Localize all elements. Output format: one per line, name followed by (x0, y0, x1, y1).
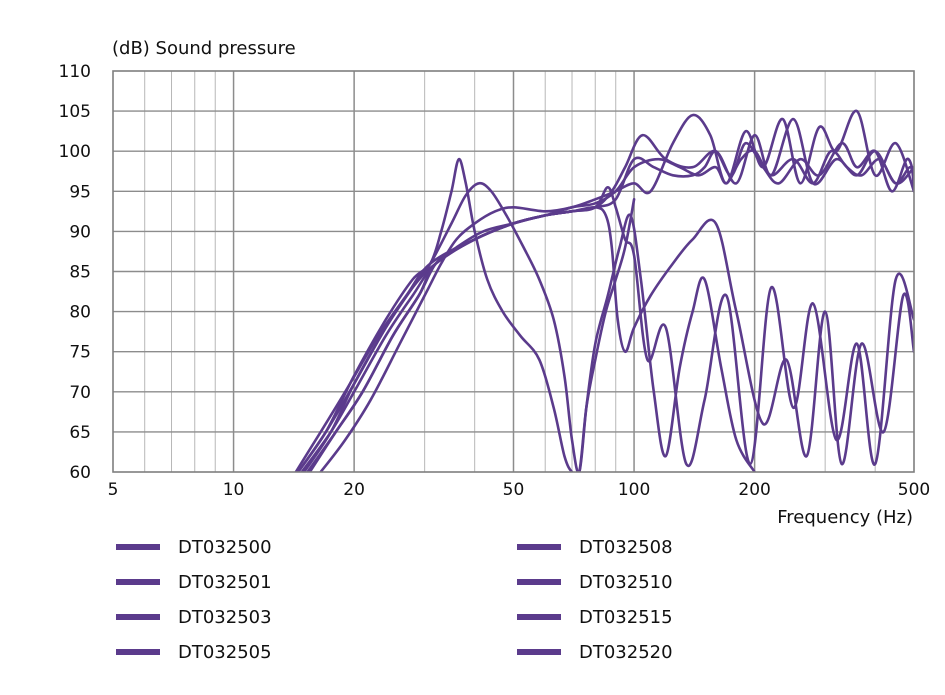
y-tick-label: 65 (69, 423, 91, 443)
x-tick-label: 5 (108, 480, 119, 500)
legend-swatch (517, 649, 561, 655)
series-line-DT032510 (302, 181, 756, 472)
y-tick-label: 105 (59, 102, 91, 122)
legend-label: DT032508 (579, 537, 673, 558)
legend-label: DT032515 (579, 607, 673, 628)
y-tick-label: 75 (69, 343, 91, 363)
legend-label: DT032500 (178, 537, 272, 558)
y-tick-label: 70 (69, 383, 91, 403)
series-line-DT032520 (294, 186, 914, 472)
legend-swatch (517, 579, 561, 585)
x-axis-title: Frequency (Hz) (777, 507, 913, 528)
y-tick-label: 100 (59, 142, 91, 162)
series-layer (294, 109, 914, 472)
legend-label: DT032505 (178, 642, 272, 663)
x-tick-label: 500 (898, 480, 930, 500)
y-tick-label: 60 (69, 463, 91, 483)
legend-item: DT032515 (517, 607, 673, 628)
y-tick-label: 90 (69, 222, 91, 242)
y-tick-label: 110 (59, 62, 91, 82)
legend-label: DT032501 (178, 572, 272, 593)
legend-swatch (116, 544, 160, 550)
legend-item: DT032501 (116, 572, 272, 593)
tick-label-layer: 5 10 20 50 100 200 500 60 65 70 75 80 85 90 95 100 105 11… (59, 62, 931, 500)
x-tick-label: 20 (343, 480, 365, 500)
y-axis-title: (dB) Sound pressure (112, 38, 296, 59)
grid-layer (113, 71, 914, 472)
series-line-DT032508 (296, 157, 636, 472)
series-line-DT032505 (319, 109, 914, 472)
legend-item: DT032500 (116, 537, 272, 558)
legend-swatch (116, 579, 160, 585)
legend-label: DT032520 (579, 642, 673, 663)
legend-swatch (116, 614, 160, 620)
y-tick-label: 85 (69, 263, 91, 283)
legend-label: DT032503 (178, 607, 272, 628)
x-tick-label: 100 (618, 480, 650, 500)
x-tick-label: 50 (503, 480, 525, 500)
x-tick-label: 10 (223, 480, 245, 500)
legend-item: DT032503 (116, 607, 272, 628)
legend-item: DT032505 (116, 642, 272, 663)
legend-label: DT032510 (579, 572, 673, 593)
legend-swatch (517, 614, 561, 620)
legend: DT032500 DT032501 DT032503 DT032505 DT032508… (116, 537, 673, 663)
x-tick-label: 200 (738, 480, 770, 500)
legend-item: DT032510 (517, 572, 673, 593)
y-tick-label: 95 (69, 182, 91, 202)
legend-swatch (517, 544, 561, 550)
legend-swatch (116, 649, 160, 655)
plot-frame (112, 70, 915, 473)
y-tick-label: 80 (69, 303, 91, 323)
legend-item: DT032508 (517, 537, 673, 558)
legend-item: DT032520 (517, 642, 673, 663)
